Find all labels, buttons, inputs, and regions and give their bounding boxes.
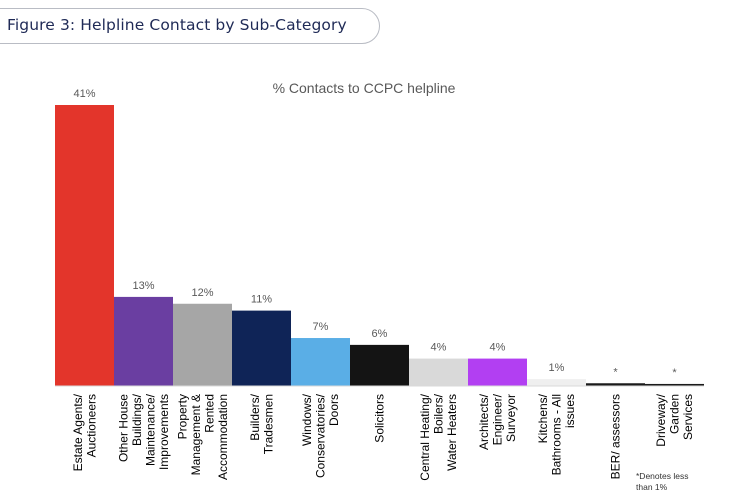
data-label-7: 4% <box>490 342 506 354</box>
category-label-line: Engineer/ <box>491 393 505 445</box>
data-label-0: 41% <box>73 88 95 100</box>
category-label-0: Estate Agents/Auctioneers <box>71 393 99 471</box>
category-label-line: Kitchens/ <box>536 393 550 443</box>
category-label-line: Boilers/ <box>432 393 446 434</box>
category-label-4: Windows/Conservatories/Doors <box>300 393 341 478</box>
category-label-line: Water Heaters <box>445 394 459 471</box>
category-label-line: Architects/ <box>477 393 491 450</box>
data-label-4: 7% <box>313 321 329 333</box>
category-label-7: Architects/Engineer/Surveyor <box>477 393 518 450</box>
data-label-3: 11% <box>251 294 272 306</box>
category-label-6: Central Heating/Boilers/Water Heaters <box>418 393 459 480</box>
category-label-2: PropertyManagement &RentedAccommodation <box>175 394 230 480</box>
category-label-line: Other House <box>116 394 130 462</box>
category-labels-group: Estate Agents/Auctioneers Other HouseBuil… <box>71 393 695 480</box>
data-label-8: 1% <box>549 362 565 374</box>
category-label-1: Other HouseBuildings/Maintenance/Improve… <box>116 393 171 470</box>
category-label-line: Management & <box>189 394 203 475</box>
category-label-line: Surveyor <box>504 394 518 442</box>
data-labels-group: 41% 13% 12% 11% 7% 6% 4% 4% 1% * * <box>73 88 677 379</box>
figure-title: Figure 3: Helpline Contact by Sub-Catego… <box>7 16 347 34</box>
data-label-2: 12% <box>191 287 213 299</box>
bar-4 <box>291 338 350 386</box>
category-label-9: BER/ assessors <box>609 394 623 479</box>
category-label-8: Kitchens/Bathrooms - Allissues <box>536 393 577 475</box>
category-label-line: Auctioneers <box>84 394 98 457</box>
category-label-line: Conservatories/ <box>314 393 328 478</box>
bar-9 <box>586 383 645 386</box>
bar-7 <box>468 358 527 386</box>
data-label-9: * <box>613 366 618 378</box>
category-label-5: Solicitors <box>373 394 387 443</box>
data-label-6: 4% <box>431 342 447 354</box>
data-label-5: 6% <box>372 328 388 340</box>
bar-2 <box>173 303 232 386</box>
category-label-3: Builders/Tradesmen <box>248 393 276 454</box>
category-label-line: Accommodation <box>216 394 230 480</box>
footnote: *Denotes less than 1% <box>636 471 689 492</box>
category-label-line: Improvements <box>157 394 171 470</box>
data-label-1: 13% <box>132 280 154 292</box>
bars-group <box>55 105 704 386</box>
category-label-line: Garden <box>668 394 682 434</box>
category-label-line: Solicitors <box>373 394 387 443</box>
figure-header: Figure 3: Helpline Contact by Sub-Catego… <box>0 8 380 44</box>
category-label-line: BER/ assessors <box>609 394 623 479</box>
bar-5 <box>350 344 409 386</box>
bar-6 <box>409 358 468 386</box>
category-label-line: Estate Agents/ <box>71 393 85 471</box>
category-label-line: Rented <box>202 394 216 433</box>
category-label-line: Builders/ <box>248 393 262 440</box>
chart-title: % Contacts to CCPC helpline <box>273 80 456 96</box>
category-label-line: issues <box>563 394 577 428</box>
category-label-line: Maintenance/ <box>143 393 157 466</box>
bar-0 <box>55 105 114 386</box>
bar-1 <box>114 296 173 386</box>
data-label-10: * <box>672 367 677 379</box>
category-label-line: Services <box>681 394 695 440</box>
category-label-line: Central Heating/ <box>418 393 432 480</box>
category-label-line: Bathrooms - All <box>550 394 564 475</box>
category-label-line: Property <box>175 394 189 439</box>
bar-10 <box>645 383 704 386</box>
category-label-line: Doors <box>327 394 341 426</box>
category-label-line: Driveway/ <box>654 393 668 446</box>
bar-8 <box>527 379 586 386</box>
bar-3 <box>232 310 291 386</box>
category-label-10: Driveway/GardenServices <box>654 393 695 446</box>
category-label-line: Tradesmen <box>261 394 275 454</box>
category-label-line: Buildings/ <box>130 393 144 446</box>
category-label-line: Windows/ <box>300 393 314 446</box>
